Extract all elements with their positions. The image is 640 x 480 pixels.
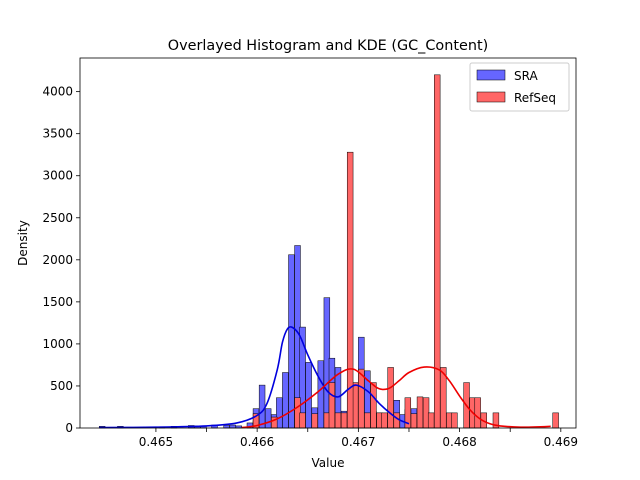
refseq-bar [427, 412, 435, 429]
y-tick-label: 2500 [42, 211, 73, 225]
x-tick-label: 0.469 [544, 435, 578, 449]
refseq-bar [358, 368, 365, 429]
refseq-bar [474, 397, 481, 429]
y-tick-label: 3000 [42, 169, 73, 183]
refseq-bar [416, 396, 424, 429]
refseq-bar [299, 412, 306, 429]
y-axis-label: Density [16, 220, 30, 266]
legend-label-sra: SRA [514, 69, 538, 83]
legend-swatch-refseq [476, 91, 506, 103]
legend-label-refseq: RefSeq [514, 91, 556, 105]
x-tick-label: 0.467 [341, 435, 375, 449]
chart-title: Overlayed Histogram and KDE (GC_Content) [168, 38, 488, 54]
x-tick-label: 0.465 [139, 435, 173, 449]
x-tick-label: 0.466 [240, 435, 274, 449]
refseq-bar [370, 382, 377, 429]
y-tick-label: 1000 [42, 337, 73, 351]
plot-area [79, 57, 577, 429]
y-tick-label: 2000 [42, 253, 73, 267]
y-axis: 0 500 1000 1500 2000 2500 3000 3500 4000 [42, 85, 80, 435]
sra-bar [264, 408, 272, 429]
refseq-bar [434, 74, 441, 429]
refseq-bar [387, 367, 394, 429]
refseq-bar [410, 413, 418, 429]
y-tick-label: 4000 [42, 85, 73, 99]
refseq-bar [552, 412, 559, 429]
sra-bar [258, 384, 266, 429]
x-axis: 0.465 0.466 0.467 0.468 0.469 [139, 428, 578, 449]
refseq-kde-line [241, 366, 551, 429]
sra-bar [229, 424, 236, 429]
sra-kde-line [99, 325, 410, 429]
refseq-bar [381, 412, 388, 429]
y-tick-label: 3500 [42, 127, 73, 141]
sra-bar [282, 372, 289, 429]
sra-bar [317, 360, 324, 429]
refseq-bar [311, 413, 318, 429]
sra-bar [305, 362, 312, 429]
legend-swatch-sra [476, 69, 506, 81]
refseq-bar [328, 382, 336, 429]
y-tick-label: 1500 [42, 295, 73, 309]
x-axis-label: Value [312, 456, 345, 470]
refseq-bar [334, 412, 342, 429]
y-tick-label: 500 [50, 379, 73, 393]
legend: SRA RefSeq [469, 62, 570, 112]
refseq-bar [364, 412, 371, 429]
refseq-bar [340, 412, 348, 429]
x-tick-label: 0.468 [442, 435, 476, 449]
plot-frame [79, 57, 577, 429]
kde-curves [99, 325, 551, 429]
y-tick-label: 0 [65, 421, 73, 435]
sra-bar [288, 254, 295, 429]
refseq-bars [252, 74, 559, 429]
refseq-bar [451, 412, 458, 429]
